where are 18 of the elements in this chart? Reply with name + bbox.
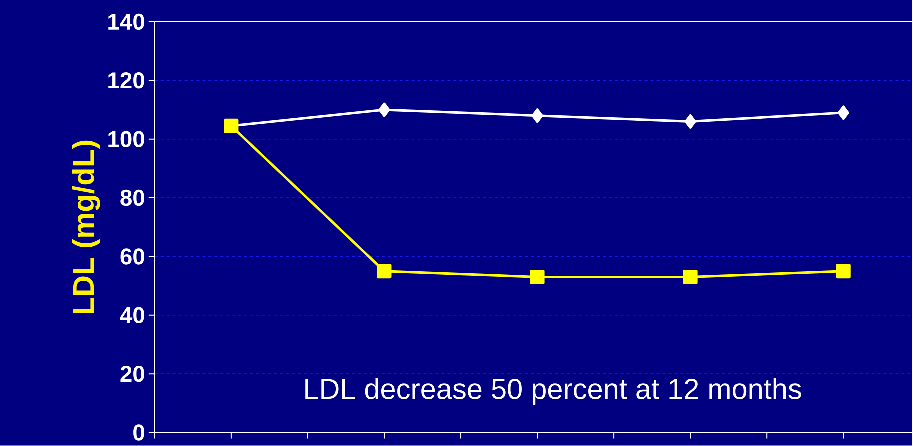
point [530,270,545,285]
point [838,106,850,120]
annotation: LDL decrease 50 percent at 12 months [306,378,802,406]
point [683,270,698,285]
y-tick-label: 120 [108,72,144,89]
y-tick-label: 0 [134,424,144,441]
y-tick-label: 140 [108,14,144,30]
y-tick-label: 80 [120,190,144,206]
y-tick-label: 20 [120,366,144,382]
point [836,264,851,279]
y-tick-label: 60 [120,248,144,265]
point [377,264,392,279]
point [684,114,696,130]
y-tick-label: 100 [108,131,144,148]
y-axis-title: LDL (mg/dL) [72,141,100,314]
point [378,102,390,118]
y-tick-label: 40 [120,307,144,324]
point [532,108,544,124]
